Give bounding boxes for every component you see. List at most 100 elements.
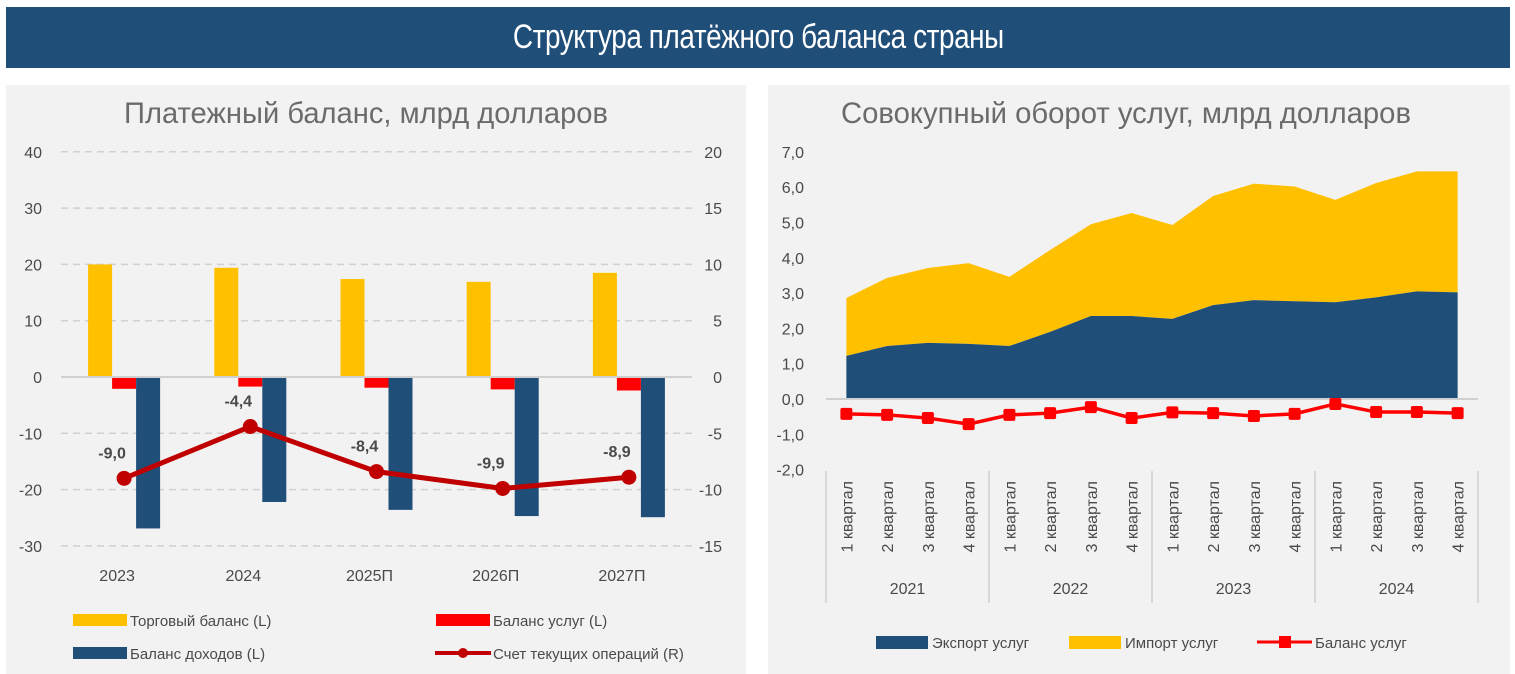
x-year-label: 2024 xyxy=(1379,581,1415,598)
y-tick-label: 0,0 xyxy=(782,392,804,409)
legend-marker-services-balance xyxy=(1279,636,1291,648)
y-left-tick-label: 30 xyxy=(24,201,42,218)
services-balance-point-12 xyxy=(1288,407,1301,420)
x-quarter-label: 1 квартал xyxy=(1165,481,1182,553)
legend-swatch-services-balance xyxy=(436,614,490,626)
x-quarter-label: 2 квартал xyxy=(1206,481,1223,553)
bar-торговый-баланс-l--2023 xyxy=(88,264,113,377)
services-balance-point-11 xyxy=(1247,409,1260,422)
services-turnover-chart-panel: Совокупный оборот услуг, млрд долларов 7… xyxy=(768,85,1510,674)
x-year-label: 2021 xyxy=(890,581,926,598)
bar-торговый-баланс-l--2024 xyxy=(214,267,239,377)
legend-label: Баланс услуг xyxy=(1315,635,1407,652)
x-quarter-label: 4 квартал xyxy=(1451,481,1468,553)
services-balance-point-7 xyxy=(1084,401,1097,414)
services-balance-point-8 xyxy=(1125,412,1138,425)
y-left-tick-label: -20 xyxy=(19,483,42,500)
y-left-tick-label: -30 xyxy=(19,539,42,556)
bar-баланс-услуг-l--2025п xyxy=(364,377,389,388)
x-quarter-label: 1 квартал xyxy=(839,481,856,553)
x-quarter-label: 2 квартал xyxy=(1369,481,1386,553)
x-quarter-label: 2 квартал xyxy=(1043,481,1060,553)
y-right-tick-label: 0 xyxy=(713,370,722,387)
x-year-label: 2023 xyxy=(1216,581,1252,598)
legend-item-current-account: Счет текущих операций (R) xyxy=(435,646,684,663)
data-label-current-account: -9,0 xyxy=(98,445,126,462)
services-balance-point-10 xyxy=(1207,407,1220,420)
services-balance-point-6 xyxy=(1044,407,1057,420)
y-tick-label: -1,0 xyxy=(776,427,804,444)
y-right-tick-label: 5 xyxy=(713,314,722,331)
x-quarter-label: 4 квартал xyxy=(962,481,979,553)
data-label-current-account: -8,9 xyxy=(603,444,631,461)
y-tick-label: 5,0 xyxy=(782,216,804,233)
services-balance-point-13 xyxy=(1329,397,1342,410)
y-tick-label: -2,0 xyxy=(776,463,804,480)
legend-item-income-balance: Баланс доходов (L) xyxy=(73,646,265,663)
bar-торговый-баланс-l--2027п xyxy=(592,272,617,377)
y-left-tick-label: 40 xyxy=(24,145,42,162)
x-quarter-label: 3 квартал xyxy=(1247,481,1264,553)
y-right-tick-label: -15 xyxy=(699,539,722,556)
legend-item-services-balance: Баланс услуг (L) xyxy=(436,613,607,630)
legend-label: Импорт услуг xyxy=(1125,635,1219,652)
page-title: Структура платёжного баланса страны xyxy=(512,18,1004,56)
x-quarter-label: 4 квартал xyxy=(1125,481,1142,553)
current-account-line xyxy=(123,424,630,491)
y-tick-label: 6,0 xyxy=(782,180,804,197)
services-balance-point-15 xyxy=(1410,406,1423,419)
legend-swatch-trade-balance xyxy=(73,614,127,626)
x-quarter-label: 3 квартал xyxy=(921,481,938,553)
bar-баланс-услуг-l--2024 xyxy=(238,377,263,387)
legend-label: Торговый баланс (L) xyxy=(130,613,271,630)
current-account-point-2023 xyxy=(116,470,132,486)
y-tick-label: 2,0 xyxy=(782,321,804,338)
bar-баланс-доходов-l--2025п xyxy=(388,377,413,510)
services-balance-point-1 xyxy=(840,407,853,420)
legend-marker-current-account xyxy=(458,648,468,658)
x-category-label: 2024 xyxy=(226,568,262,585)
bar-баланс-доходов-l--2023 xyxy=(136,377,161,529)
x-quarter-label: 3 квартал xyxy=(1084,481,1101,553)
bar-баланс-доходов-l--2027п xyxy=(640,377,665,518)
y-left-tick-label: 10 xyxy=(24,314,42,331)
bar-баланс-услуг-l--2027п xyxy=(616,377,641,391)
y-left-tick-label: 0 xyxy=(33,370,42,387)
balance-of-payments-chart: Платежный баланс, млрд долларов 40 30 20 10… xyxy=(19,97,722,663)
x-quarter-label: 2 квартал xyxy=(880,481,897,553)
y-tick-label: 7,0 xyxy=(782,145,804,162)
services-balance-point-14 xyxy=(1370,406,1383,419)
current-account-point-2026п xyxy=(495,480,511,496)
y-right-tick-label: 20 xyxy=(704,145,722,162)
balance-of-payments-chart-panel: Платежный баланс, млрд долларов 40 30 20 10… xyxy=(6,85,746,674)
y-right-tick-label: -10 xyxy=(699,483,722,500)
page-title-banner: Структура платёжного баланса страны xyxy=(6,7,1510,68)
legend-item-services-balance: Баланс услуг xyxy=(1257,635,1407,652)
bar-торговый-баланс-l--2025п xyxy=(340,279,365,377)
bar-торговый-баланс-l--2026п xyxy=(466,281,491,377)
y-right-tick-label: 15 xyxy=(704,201,722,218)
legend-label: Экспорт услуг xyxy=(932,635,1030,652)
legend-item-services-import: Импорт услуг xyxy=(1069,635,1219,652)
legend-item-trade-balance: Торговый баланс (L) xyxy=(73,613,271,630)
x-quarter-label: 1 квартал xyxy=(1328,481,1345,553)
data-label-current-account: -9,9 xyxy=(477,455,505,472)
legend-swatch-income-balance xyxy=(73,647,127,659)
current-account-point-2024 xyxy=(242,419,258,435)
current-account-point-2027п xyxy=(621,469,637,485)
x-category-label: 2023 xyxy=(99,568,135,585)
services-turnover-chart: Совокупный оборот услуг, млрд долларов 7… xyxy=(776,97,1479,652)
legend-swatch-services-import xyxy=(1069,636,1121,649)
x-category-label: 2027П xyxy=(598,568,645,585)
legend-label: Счет текущих операций (R) xyxy=(493,646,684,663)
bar-баланс-доходов-l--2026п xyxy=(514,377,539,517)
area-services-export xyxy=(846,291,1458,399)
y-right-tick-label: 10 xyxy=(704,257,722,274)
y-left-tick-label: -10 xyxy=(19,426,42,443)
y-right-tick-label: -5 xyxy=(708,426,722,443)
chart-title: Совокупный оборот услуг, млрд долларов xyxy=(841,97,1411,130)
services-balance-line xyxy=(846,402,1458,426)
chart-title: Платежный баланс, млрд долларов xyxy=(124,97,608,130)
y-tick-label: 4,0 xyxy=(782,251,804,268)
x-quarter-label: 3 квартал xyxy=(1410,481,1427,553)
